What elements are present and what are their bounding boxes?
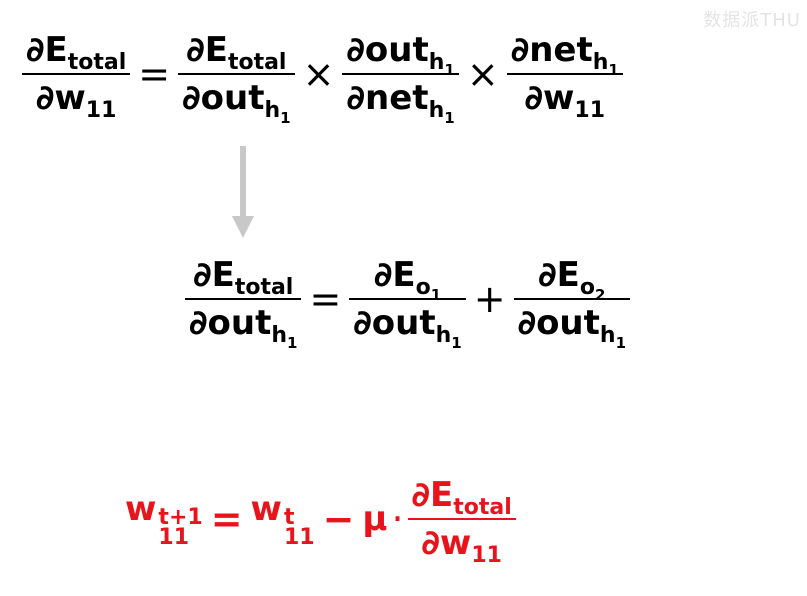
fraction-denominator: ∂ w 11	[35, 78, 117, 123]
times-sign: ×	[302, 52, 335, 96]
equals-sign: =	[210, 497, 243, 541]
fraction-bar	[185, 298, 302, 300]
fraction-numerator: ∂ net h1	[510, 30, 619, 79]
fraction-bar	[349, 298, 466, 300]
fraction-bar	[407, 518, 516, 520]
learning-rate-mu: μ	[362, 499, 388, 539]
weight-current: w t 11	[250, 488, 315, 550]
fraction-denominator: ∂ out h1	[189, 303, 298, 352]
times-sign: ×	[466, 52, 499, 96]
equals-sign: =	[138, 52, 171, 96]
weight-next: w t+1 11	[125, 488, 203, 550]
watermark-text: 数据派THU	[703, 10, 801, 31]
dnet-dw-fraction: ∂ net h1 ∂ w 11	[506, 30, 623, 123]
fraction-denominator: ∂ net h1	[346, 78, 455, 127]
fraction-denominator: ∂ out h1	[353, 303, 462, 352]
fraction-bar	[513, 298, 630, 300]
fraction-bar	[178, 73, 295, 75]
fraction-bar	[506, 73, 623, 75]
minus-sign: −	[322, 497, 355, 541]
plus-sign: +	[473, 277, 506, 321]
equals-sign: =	[309, 277, 342, 321]
dot-operator: ·	[391, 497, 404, 541]
fraction-denominator: ∂ out h1	[517, 303, 626, 352]
fraction-denominator: ∂ w 11	[524, 78, 606, 123]
fraction-bar	[342, 73, 459, 75]
fraction-denominator: ∂ w 11	[421, 523, 502, 568]
fraction-denominator: ∂ out h1	[182, 78, 291, 127]
fraction-bar	[22, 73, 131, 75]
dout-dnet-fraction: ∂ out h1 ∂ net h1	[342, 30, 459, 127]
fraction-numerator: ∂ out h1	[346, 30, 455, 79]
down-arrow-icon	[232, 146, 254, 238]
